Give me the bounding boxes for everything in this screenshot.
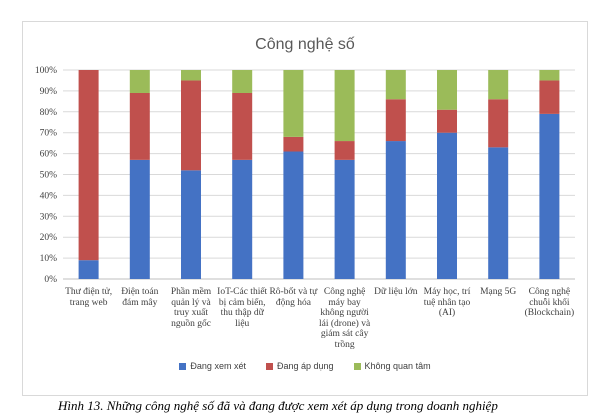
x-tick-label: Công nghệ chuỗi khối (Blockchain): [524, 287, 575, 318]
legend-item: Đang áp dụng: [265, 361, 334, 371]
x-tick-label: Thư điện tử, trang web: [65, 287, 113, 308]
y-tick-label: 30%: [40, 212, 58, 222]
bar-segment: [488, 70, 509, 100]
y-tick-label: 0%: [44, 275, 57, 285]
bar-segment: [385, 70, 406, 100]
bar-segment: [129, 159, 150, 279]
bar-segment: [437, 70, 457, 110]
bar-segment: [232, 159, 253, 279]
y-tick-label: 90%: [40, 87, 58, 97]
bar-segment: [334, 159, 355, 279]
bar-segment: [539, 113, 560, 279]
x-tick-label: Điện toán đám mây: [121, 287, 159, 308]
legend-swatch: [179, 362, 187, 370]
bar-segment: [78, 70, 99, 261]
bar-segment: [539, 80, 560, 114]
bar-segment: [129, 92, 150, 160]
bar-segment: [334, 141, 355, 160]
legend-item: Không quan tâm: [353, 361, 431, 371]
bar-segment: [488, 99, 509, 148]
chart-title: Công nghệ số: [255, 36, 355, 53]
legend-item: Đang xem xét: [179, 361, 246, 371]
bar-segment: [539, 70, 560, 81]
bar-segment: [232, 92, 253, 160]
legend-label: Đang áp dụng: [276, 361, 334, 371]
y-tick-label: 80%: [40, 108, 58, 118]
x-tick-label: Công nghệ máy bay không người lái (drone…: [319, 287, 371, 350]
legend-swatch: [265, 362, 273, 370]
bar-segment: [385, 99, 406, 142]
y-tick-label: 60%: [40, 150, 58, 160]
legend-swatch: [353, 362, 361, 370]
x-tick-label: Rô-bốt và tự động hóa: [269, 287, 318, 308]
bar-segment: [437, 109, 457, 133]
bar-segment: [283, 70, 304, 137]
x-tick-label: Mạng 5G: [480, 287, 517, 297]
bar-segment: [488, 147, 509, 279]
bar-segment: [181, 170, 201, 279]
y-tick-label: 20%: [40, 233, 58, 243]
x-tick-label: Dữ liệu lớn: [374, 287, 418, 297]
legend: Đang xem xét Đang áp dụng Không quan tâm: [22, 361, 588, 371]
y-tick-label: 10%: [40, 254, 58, 264]
bar-segment: [181, 80, 201, 171]
figure-caption: Hình 13. Những công nghệ số đã và đang đ…: [58, 398, 498, 413]
x-tick-label: Phần mềm quản lý và truy xuất nguồn gốc: [170, 287, 212, 329]
bar-segment: [232, 70, 253, 93]
bar-segment: [78, 260, 99, 279]
bar-segment: [334, 70, 355, 142]
legend-label: Đang xem xét: [190, 361, 246, 371]
y-tick-label: 70%: [40, 129, 58, 139]
bar-segment: [437, 132, 457, 279]
legend-label: Không quan tâm: [364, 361, 431, 371]
x-tick-label: IoT-Các thiết bị cảm biến, thu thập dữ l…: [217, 287, 268, 329]
y-tick-label: 50%: [40, 171, 58, 181]
y-tick-label: 100%: [35, 66, 57, 76]
x-tick-label: Máy học, trí tuệ nhân tạo (AI): [423, 287, 471, 318]
bar-segment: [385, 141, 406, 279]
bar-segment: [181, 70, 201, 81]
bar-segment: [283, 136, 304, 152]
y-tick-label: 40%: [40, 191, 58, 201]
bar-segment: [283, 151, 304, 279]
bar-segment: [129, 70, 150, 93]
